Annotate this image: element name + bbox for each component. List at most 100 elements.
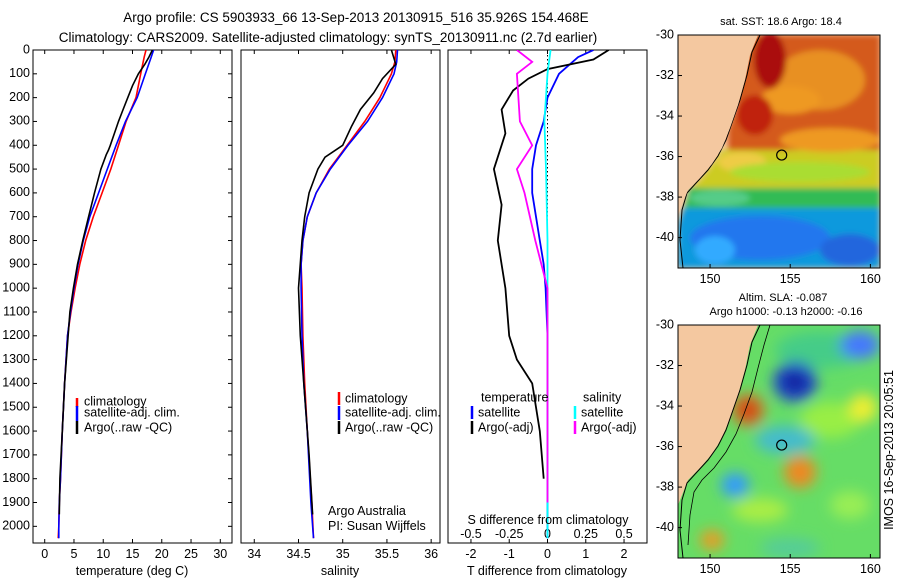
s-difference-label: S difference from climatology [468, 513, 630, 527]
map-x-tick-label: 160 [860, 562, 881, 576]
sla-map-subtitle: Argo h1000: -0.13 h2000: -0.16 [710, 306, 863, 318]
s-tick-label: -0.5 [460, 527, 482, 541]
x-tick-label: 20 [155, 547, 169, 561]
sst-map-field [678, 35, 880, 268]
header-line2: Climatology: CARS2009. Satellite-adjuste… [59, 30, 598, 45]
temperature-axes-box [32, 49, 233, 544]
sla-map-field [678, 325, 880, 558]
s-tick-label: -0.25 [495, 527, 524, 541]
map-y-tick-label: -30 [656, 317, 674, 331]
difference-x-ticks: -2 -1 0 1 2 [465, 50, 628, 561]
imos-timestamp-label: IMOS 16-Sep-2013 20:05:51 [882, 370, 896, 530]
sla-map-title: Altim. SLA: -0.087 [739, 292, 828, 304]
legend-satellite-adj: satellite-adj. clim. [345, 405, 441, 419]
map-y-tick-label: -38 [656, 479, 674, 493]
sst-map-ticks: 150 155 160 -30 -32 -34 -36 -38 -40 [656, 27, 881, 286]
x-tick-label: 30 [213, 547, 227, 561]
sla-map-panel: Altim. SLA: -0.087 Argo h1000: -0.13 h20… [656, 292, 881, 576]
map-y-tick-label: -38 [656, 189, 674, 203]
x-tick-label: -1 [504, 547, 515, 561]
x-tick-label: 1 [582, 547, 589, 561]
x-tick-label: 36 [424, 547, 438, 561]
y-tick-label: 700 [9, 209, 30, 223]
sst-map-box [677, 34, 881, 269]
x-tick-label: 35.5 [375, 547, 399, 561]
series-argo-raw-qc- [297, 50, 397, 515]
x-tick-label: 25 [184, 547, 198, 561]
temperature-panel: 0100200300400500600700800900100011001200… [2, 42, 233, 578]
map-y-tick-label: -30 [656, 27, 674, 41]
salinity-legend: climatology satellite-adj. clim. Argo(..… [337, 391, 441, 434]
x-tick-label: 2 [621, 547, 628, 561]
y-tick-label: 800 [9, 233, 30, 247]
sla-map-ticks: 150 155 160 -30 -32 -34 -36 -38 -40 [656, 317, 881, 576]
y-tick-label: 300 [9, 114, 30, 128]
legend-argo: Argo(..raw -QC) [84, 420, 172, 434]
sst-map-panel: sat. SST: 18.6 Argo: 18.4 [656, 16, 881, 286]
s-tick-label: 0.5 [615, 527, 632, 541]
salinity-panel: 34 34.5 35 35.5 36 climatology satellite-adj… [240, 49, 441, 578]
x-tick-label: 35 [336, 547, 350, 561]
difference-legend-temperature: temperature satellite Argo(-adj) [470, 390, 548, 434]
y-tick-label: 100 [9, 66, 30, 80]
salinity-xlabel: salinity [321, 564, 360, 578]
y-tick-label: 1900 [2, 495, 30, 509]
legend-satellite-adj: satellite-adj. clim. [84, 405, 180, 419]
sla-map-box [677, 324, 881, 559]
map-y-tick-label: -32 [656, 68, 674, 82]
y-tick-label: 1800 [2, 471, 30, 485]
y-tick-label: 1000 [2, 280, 30, 294]
s-tick-label: 0.25 [574, 527, 598, 541]
map-x-tick-label: 160 [860, 272, 881, 286]
x-tick-label: 0 [41, 547, 48, 561]
temperature-x-ticks: 0 5 10 15 20 25 30 [41, 50, 227, 561]
sla-land [678, 325, 758, 505]
series-temperature-satellite [531, 50, 594, 539]
series-salinity-argo-adj- [515, 50, 549, 503]
depth-ticks: 0 100 200 300 400 500 600 700 800 900 1000 1100 1200… [2, 42, 232, 533]
x-tick-label: -2 [465, 547, 476, 561]
y-tick-label: 1700 [2, 447, 30, 461]
sst-map-title: sat. SST: 18.6 Argo: 18.4 [720, 16, 842, 28]
sst-coastline [679, 35, 761, 268]
legend-climatology: climatology [84, 394, 147, 408]
x-tick-label: 34.5 [286, 547, 310, 561]
temperature-legend: climatology satellite-adj. clim. Argo(..… [75, 394, 180, 434]
map-y-tick-label: -34 [656, 108, 674, 122]
series-argo-raw-qc- [58, 50, 154, 515]
difference-legend-salinity: salinity satellite Argo(-adj) [573, 390, 637, 434]
x-tick-label: 0 [544, 547, 551, 561]
legend-temperature-title: temperature [481, 390, 548, 404]
y-tick-label: 1500 [2, 400, 30, 414]
difference-lines [492, 50, 610, 539]
legend-argo: Argo(..raw -QC) [345, 420, 433, 434]
salinity-axes-box [240, 49, 441, 544]
sst-land [678, 35, 758, 215]
map-x-tick-label: 155 [780, 562, 801, 576]
y-tick-label: 1400 [2, 376, 30, 390]
legend-salinity-argo: Argo(-adj) [581, 420, 637, 434]
x-tick-label: 34 [247, 547, 261, 561]
legend-temperature-argo: Argo(-adj) [478, 420, 534, 434]
x-tick-label: 10 [96, 547, 110, 561]
annotation-pi: PI: Susan Wijffels [328, 519, 426, 533]
map-y-tick-label: -40 [656, 230, 674, 244]
x-tick-label: 15 [126, 547, 140, 561]
map-y-tick-label: -32 [656, 358, 674, 372]
map-x-tick-label: 150 [700, 562, 721, 576]
y-tick-label: 200 [9, 90, 30, 104]
map-y-tick-label: -36 [656, 149, 674, 163]
y-tick-label: 900 [9, 257, 30, 271]
y-tick-label: 0 [23, 42, 30, 56]
y-tick-label: 600 [9, 185, 30, 199]
map-x-tick-label: 150 [700, 272, 721, 286]
series-temperature-argo-adj- [492, 50, 610, 479]
sst-argo-marker [776, 149, 788, 161]
sla-argo-marker [776, 439, 788, 451]
y-tick-label: 400 [9, 138, 30, 152]
map-y-tick-label: -34 [656, 398, 674, 412]
temperature-lines [57, 50, 155, 539]
map-y-tick-label: -36 [656, 439, 674, 453]
annotation-argo-australia: Argo Australia [328, 504, 406, 518]
y-tick-label: 2000 [2, 519, 30, 533]
